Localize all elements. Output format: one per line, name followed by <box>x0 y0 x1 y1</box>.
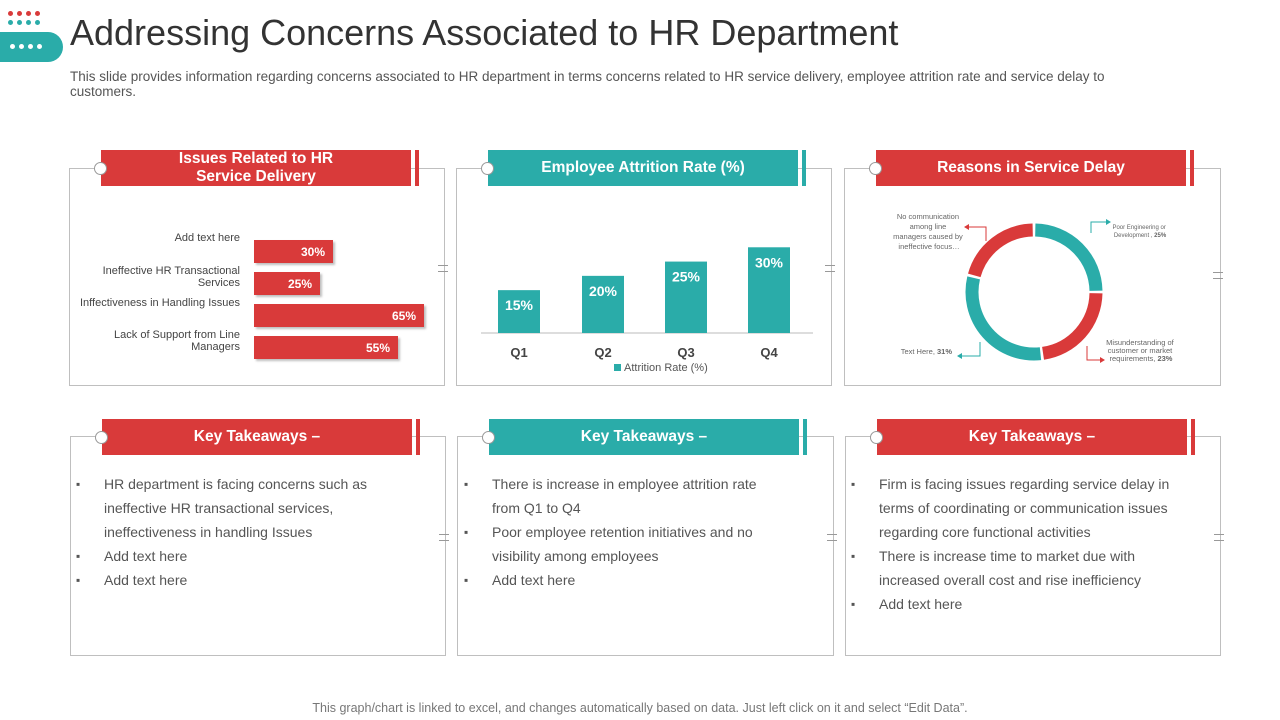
attrition-category-3: Q4 <box>760 345 778 360</box>
donut-slice-3 <box>968 223 1034 278</box>
leader-text-here <box>959 342 981 357</box>
donut-label-poor-eng: Poor Engineering or Development , 25% <box>1112 225 1167 239</box>
takeaways3-header-marker <box>870 431 883 444</box>
attrition-bar-q1 <box>498 290 540 333</box>
hr-service-header: Issues Related to HR Service Delivery <box>101 150 411 186</box>
attrition-bar-q2 <box>582 275 624 333</box>
attrition-legend-label: Attrition Rate (%) <box>624 362 708 374</box>
attrition-category-0: Q1 <box>510 345 527 360</box>
attrition-value-label-3: 30% <box>755 254 784 270</box>
hr-service-header-marker <box>94 162 107 175</box>
hbar-2: 65% <box>254 304 424 327</box>
attrition-legend-swatch <box>614 364 621 371</box>
takeaways3-header: Key Takeaways – <box>877 419 1187 455</box>
hr-service-header-line2: Service Delivery <box>196 168 316 185</box>
takeaway2-item-1: Poor employee retention initiatives and … <box>462 520 782 568</box>
takeaway1-item-1: Add text here <box>74 544 374 568</box>
donut-label-text-here: Text Here, 31% <box>901 347 953 356</box>
takeaway3-item-0: Firm is facing issues regarding service … <box>849 472 1184 544</box>
donut-chart: Poor Engineering or Development , 25% Mi… <box>893 212 1176 363</box>
takeaways3-list: Firm is facing issues regarding service … <box>849 472 1184 616</box>
takeaways2-header-marker <box>482 431 495 444</box>
page-subtitle: This slide provides information regardin… <box>70 69 1105 99</box>
hbar-label-2: Inffectiveness in Handling Issues <box>80 297 240 309</box>
hbar-label-1: Ineffective HR Transactional Services <box>102 265 240 289</box>
attrition-header: Employee Attrition Rate (%) <box>488 150 798 186</box>
attrition-value-label-2: 25% <box>672 269 701 285</box>
donut-slice-1 <box>1041 292 1103 360</box>
delay-header: Reasons in Service Delay <box>876 150 1186 186</box>
attrition-chart: 15% Q1 20% Q2 25% Q3 30% Q4 Attrition Rate (%) <box>481 247 813 374</box>
page-title: Addressing Concerns Associated to HR Dep… <box>70 12 899 53</box>
donut-slice-2 <box>965 276 1042 361</box>
attrition-value-label-0: 15% <box>505 297 534 313</box>
hr-service-header-line1: Issues Related to HR <box>178 150 334 167</box>
leader-poor-eng <box>1090 221 1109 233</box>
takeaways2-header: Key Takeaways – <box>489 419 799 455</box>
attrition-bar-q3 <box>665 261 707 333</box>
takeaway1-item-0: HR department is facing concerns such as… <box>74 472 374 544</box>
takeaways1-list: HR department is facing concerns such as… <box>74 472 374 592</box>
attrition-header-marker <box>481 162 494 175</box>
donut-label-no-communication: No communication among line managers cau… <box>893 212 965 251</box>
hbar-0: 30% <box>254 240 333 263</box>
hbar-3: 55% <box>254 336 398 359</box>
leader-no-communication <box>966 226 987 241</box>
hbar-label-3: Lack of Support from Line Managers <box>114 329 240 353</box>
hbar-1: 25% <box>254 272 320 295</box>
takeaway1-item-2: Add text here <box>74 568 374 592</box>
donut-label-misunderstanding: Misunderstanding of customer or market r… <box>1106 338 1176 363</box>
logo <box>0 8 64 62</box>
takeaways1-header: Key Takeaways – <box>102 419 412 455</box>
donut-slice-0 <box>1034 223 1103 292</box>
hbar-label-0: Add text here <box>174 232 240 244</box>
attrition-category-1: Q2 <box>594 345 611 360</box>
takeaway2-item-0: There is increase in employee attrition … <box>462 472 782 520</box>
takeaway3-item-2: Add text here <box>849 592 1184 616</box>
attrition-value-label-1: 20% <box>589 283 618 299</box>
takeaway2-item-2: Add text here <box>462 568 782 592</box>
delay-header-marker <box>869 162 882 175</box>
takeaways1-header-marker <box>95 431 108 444</box>
leader-misunderstanding <box>1086 346 1103 361</box>
takeaways2-list: There is increase in employee attrition … <box>462 472 782 592</box>
footer-note: This graph/chart is linked to excel, and… <box>312 701 968 715</box>
attrition-bar-q4 <box>748 247 790 333</box>
takeaway3-item-1: There is increase time to market due wit… <box>849 544 1184 592</box>
attrition-category-2: Q3 <box>677 345 694 360</box>
